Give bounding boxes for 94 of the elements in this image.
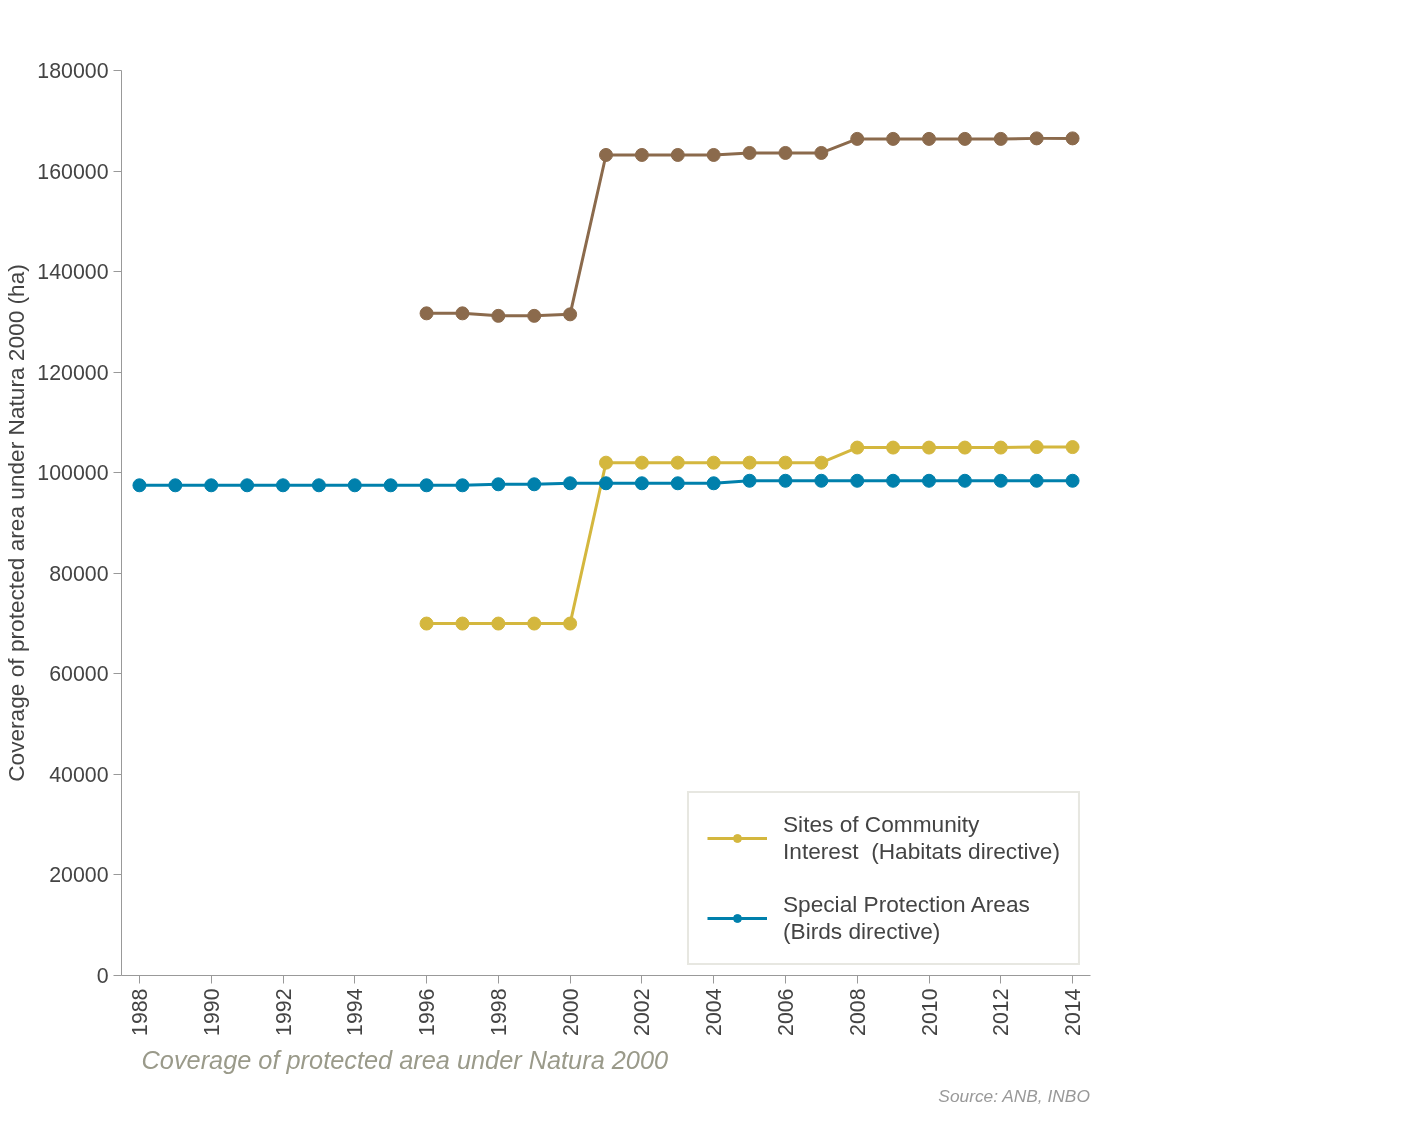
y-tick-label: 180000	[37, 59, 109, 83]
point	[599, 476, 613, 491]
x-tick-label: 2006	[773, 988, 798, 1036]
point	[563, 476, 578, 491]
point	[527, 477, 542, 492]
point	[957, 473, 972, 488]
x-tick-label: 1998	[486, 988, 511, 1036]
point	[993, 131, 1008, 146]
point	[850, 131, 865, 146]
point	[886, 131, 901, 146]
point	[706, 147, 721, 162]
point	[778, 473, 793, 488]
y-tick-label: 20000	[49, 863, 109, 888]
point	[957, 131, 972, 146]
point	[491, 308, 506, 323]
point	[491, 616, 506, 631]
point	[419, 306, 434, 321]
point	[419, 478, 434, 493]
point	[670, 455, 685, 470]
point	[814, 455, 829, 470]
y-axis-title: Coverage of protected area under Natura 2000 (ha)	[3, 264, 30, 782]
x-tick-label: 2002	[630, 988, 655, 1036]
point	[993, 473, 1008, 488]
point	[778, 455, 793, 470]
x-tick-label: 2008	[845, 988, 870, 1036]
point	[814, 473, 829, 488]
point	[1065, 440, 1080, 455]
point	[670, 476, 685, 491]
y-tick-label: 100000	[37, 461, 109, 486]
x-tick-label: 2000	[558, 988, 583, 1036]
point	[778, 145, 793, 160]
point	[706, 476, 721, 491]
point	[563, 616, 578, 631]
y-tick-label: 120000	[37, 360, 109, 385]
point	[850, 440, 865, 455]
y-tick-label: 40000	[49, 762, 109, 787]
legend-label: Sites of Community Interest (Habitats directive)	[782, 811, 1060, 865]
point	[814, 145, 829, 160]
point	[922, 440, 936, 455]
point	[599, 147, 613, 162]
point	[527, 308, 542, 323]
point	[886, 440, 901, 455]
text: Coverage of protected area under Natura 2000	[141, 1045, 669, 1074]
point	[383, 478, 398, 493]
y-tick-label: 60000	[49, 662, 109, 687]
point	[311, 478, 326, 493]
point	[168, 478, 183, 493]
point	[204, 478, 219, 493]
point	[599, 455, 613, 470]
point	[742, 145, 757, 160]
point	[455, 306, 470, 321]
x-tick-label: 1988	[127, 988, 152, 1036]
point	[1029, 440, 1044, 455]
point	[455, 478, 470, 493]
point	[850, 473, 865, 488]
x-tick-label: 2012	[989, 988, 1014, 1036]
y-tick-label: 160000	[37, 159, 109, 184]
point	[1065, 131, 1080, 146]
point	[491, 477, 506, 492]
point	[276, 478, 290, 493]
x-tick-label: 2010	[917, 988, 942, 1036]
x-tick-label: 1994	[343, 988, 368, 1036]
x-tick-label: 1996	[415, 988, 440, 1036]
point	[132, 478, 147, 493]
x-tick-label: 2004	[702, 988, 727, 1036]
y-tick-label: 0	[96, 964, 109, 988]
legend-label: Special Protection Areas (Birds directive)	[782, 891, 1030, 945]
point	[240, 478, 255, 493]
y-tick-label: 80000	[49, 561, 109, 586]
point	[670, 147, 685, 162]
point	[1029, 131, 1044, 146]
source-note: Source: ANB, INBO	[938, 1085, 1090, 1106]
point	[634, 476, 649, 491]
point	[993, 440, 1008, 455]
point	[527, 616, 542, 631]
point	[742, 455, 757, 470]
point	[634, 455, 649, 470]
point	[1065, 473, 1080, 488]
point	[706, 455, 721, 470]
x-tick-label: 1990	[199, 988, 224, 1036]
point	[634, 147, 649, 162]
point	[419, 616, 434, 631]
point	[886, 473, 901, 488]
x-tick-label: 1992	[271, 988, 296, 1036]
point	[1029, 473, 1044, 488]
point	[957, 440, 972, 455]
point	[922, 473, 936, 488]
x-tick-label: 2014	[1061, 988, 1086, 1036]
point	[922, 131, 936, 146]
point	[347, 478, 362, 493]
y-tick-label: 140000	[37, 260, 109, 285]
point	[742, 473, 757, 488]
point	[455, 616, 470, 631]
point	[563, 307, 578, 322]
